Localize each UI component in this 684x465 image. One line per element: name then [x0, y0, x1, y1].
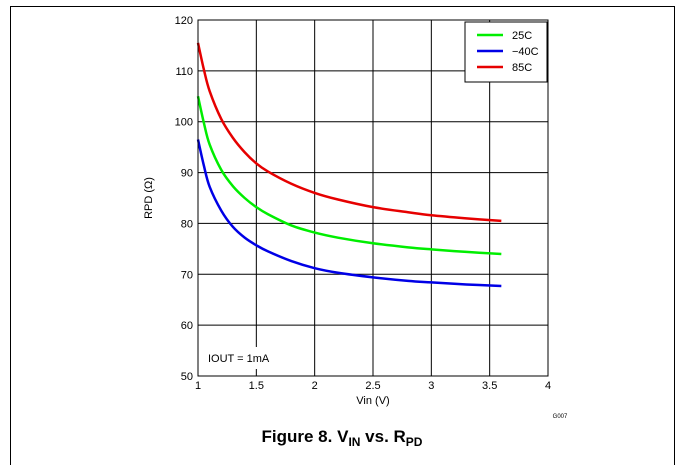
- page-frame-left: [10, 6, 11, 465]
- rpd-vs-vin-chart: 1 1.5 2 2.5 3 3.5 4 50 60 70 80 90 100 110 120 Vin (V)…: [143, 15, 568, 420]
- caption-subscript-in: IN: [348, 435, 361, 449]
- y-tick-label: 60: [181, 320, 193, 332]
- chart-tick-labels: 1 1.5 2 2.5 3 3.5 4 50 60 70 80 90 100 110 120: [175, 15, 551, 392]
- y-tick-label: 100: [175, 117, 193, 129]
- y-axis-label: RPD (Ω): [143, 177, 155, 219]
- plot-area-border: [197, 19, 549, 377]
- caption-prefix: Figure 8. V: [261, 427, 349, 446]
- series-line-2: [196, 42, 502, 223]
- x-tick-label: 1.5: [249, 380, 264, 392]
- x-tick-label: 3.5: [482, 380, 497, 392]
- x-tick-label: 2.5: [365, 380, 380, 392]
- chart-legend: 25C −40C 85C: [464, 21, 548, 83]
- y-tick-label: 50: [181, 371, 193, 383]
- caption-subscript-pd: PD: [405, 435, 423, 449]
- y-tick-label: 110: [175, 66, 193, 78]
- legend-label-1: −40C: [512, 46, 539, 58]
- x-tick-label: 1: [195, 380, 201, 392]
- y-tick-label: 80: [181, 218, 193, 230]
- series-line-0: [196, 96, 502, 256]
- chart-series: [196, 42, 502, 288]
- figure-caption: Figure 8. VIN vs. RPD: [0, 427, 684, 449]
- legend-label-0: 25C: [512, 30, 532, 42]
- y-tick-label: 70: [181, 269, 193, 281]
- x-axis-label: Vin (V): [356, 395, 389, 407]
- series-line-1: [196, 139, 502, 288]
- x-tick-label: 3: [428, 380, 434, 392]
- x-tick-label: 4: [545, 380, 551, 392]
- page-frame-right: [674, 6, 675, 465]
- y-tick-label: 120: [175, 15, 193, 27]
- annotation-background: [201, 347, 296, 369]
- page-frame-top: [10, 6, 674, 7]
- legend-box: [464, 21, 548, 83]
- test-condition-annotation: IOUT = 1mA: [208, 353, 270, 365]
- figure-code: G007: [553, 414, 568, 420]
- legend-label-2: 85C: [512, 62, 532, 74]
- caption-middle: vs. R: [360, 427, 406, 446]
- y-tick-label: 90: [181, 168, 193, 180]
- x-tick-label: 2: [312, 380, 318, 392]
